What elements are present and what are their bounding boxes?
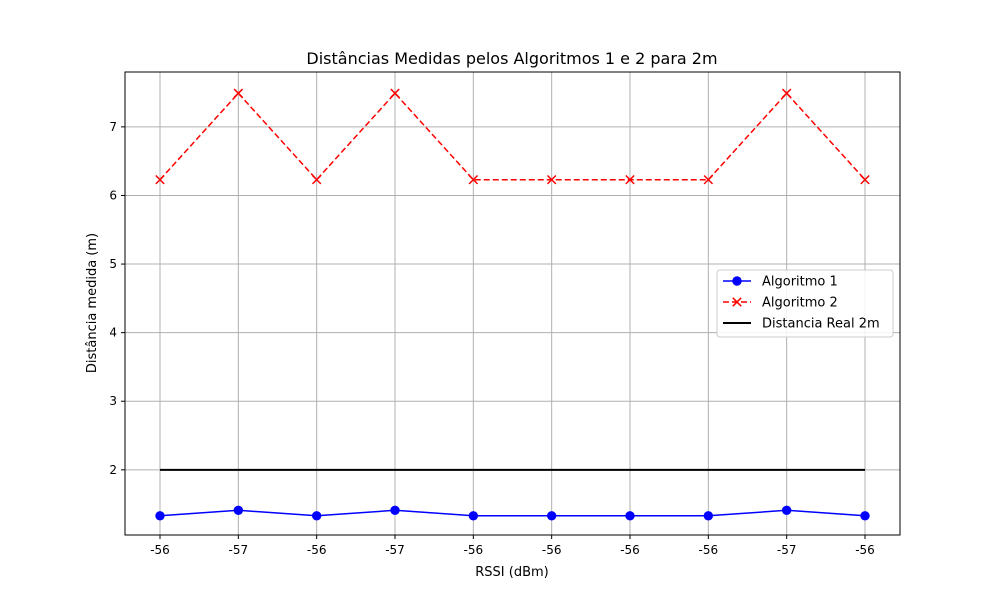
series-line-algoritmo-1 <box>159 509 866 517</box>
x-tick-label: -56 <box>307 543 327 557</box>
data-point-algoritmo-2 <box>390 88 400 98</box>
x-tick-label: -56 <box>855 543 875 557</box>
legend-label-distancia-real-2m: Distancia Real 2m <box>762 317 880 332</box>
x-axis-label: RSSI (dBm) <box>475 565 548 580</box>
data-point-algoritmo-1 <box>703 511 714 521</box>
data-point-algoritmo-2-stroke <box>546 174 557 185</box>
x-tick-label: -56 <box>150 543 170 557</box>
data-point-algoritmo-1 <box>311 511 322 521</box>
series-layer <box>155 88 870 521</box>
x-tick-label: -56 <box>464 543 484 557</box>
x-tick-label: -56 <box>699 543 719 557</box>
x-axis-ticks: -56 -57 -56 -57 -56 -56 -56 -56 -57 -56 <box>150 535 875 557</box>
data-point-algoritmo-2-stroke <box>155 174 165 185</box>
series-algoritmo-2 <box>155 88 870 185</box>
data-point-algoritmo-2 <box>781 88 792 98</box>
data-point-algoritmo-1 <box>233 505 244 516</box>
x-tick-label: -57 <box>385 543 405 557</box>
y-tick-label: 7 <box>109 120 117 134</box>
series-line-algoritmo-2 <box>159 92 866 181</box>
x-tick-label: -57 <box>229 543 249 557</box>
legend-marker-algoritmo-2 <box>732 297 742 307</box>
data-point-algoritmo-1 <box>546 511 557 521</box>
data-point-algoritmo-2-stroke <box>860 174 870 185</box>
data-point-algoritmo-2 <box>625 174 635 185</box>
legend-marker-algoritmo-1 <box>732 276 742 286</box>
data-point-algoritmo-1 <box>155 511 165 521</box>
data-point-algoritmo-1 <box>860 511 870 521</box>
y-tick-label: 6 <box>109 188 117 202</box>
data-point-algoritmo-2-stroke <box>781 88 792 98</box>
data-point-algoritmo-2-stroke <box>468 174 479 185</box>
data-point-algoritmo-2 <box>468 174 479 185</box>
y-tick-label: 3 <box>109 394 117 408</box>
data-point-algoritmo-1 <box>781 505 792 516</box>
y-axis-label: Distância medida (m) <box>85 233 100 373</box>
legend-marker-algoritmo-2-stroke <box>732 297 742 307</box>
series-algoritmo-1 <box>155 505 870 521</box>
legend-label-algoritmo-2: Algoritmo 2 <box>762 296 838 311</box>
x-tick-label: -56 <box>542 543 562 557</box>
data-point-algoritmo-1 <box>468 511 479 521</box>
x-tick-label: -56 <box>620 543 640 557</box>
y-axis-ticks: 2 3 4 5 6 7 <box>109 120 125 477</box>
data-point-algoritmo-2 <box>155 174 165 185</box>
data-point-algoritmo-2-stroke <box>233 88 244 98</box>
x-tick-label: -57 <box>777 543 797 557</box>
data-point-algoritmo-2-stroke <box>703 174 714 185</box>
data-point-algoritmo-2 <box>860 174 870 185</box>
data-point-algoritmo-2-stroke <box>625 174 635 185</box>
data-point-algoritmo-2-stroke <box>390 88 400 98</box>
chart-title: Distâncias Medidas pelos Algoritmos 1 e … <box>306 49 717 68</box>
data-point-algoritmo-2-stroke <box>311 174 322 185</box>
legend-box <box>716 269 894 338</box>
legend-label-algoritmo-1: Algoritmo 1 <box>762 275 838 290</box>
data-point-algoritmo-2 <box>703 174 714 185</box>
data-point-algoritmo-1 <box>625 511 635 521</box>
data-point-algoritmo-2 <box>311 174 322 185</box>
legend: Algoritmo 1 Algoritmo 2 Distancia Real 2m <box>716 269 894 338</box>
plot-frame <box>124 71 901 536</box>
y-tick-label: 5 <box>109 257 117 271</box>
y-tick-label: 2 <box>109 463 117 477</box>
data-point-algoritmo-2 <box>546 174 557 185</box>
data-point-algoritmo-2 <box>233 88 244 98</box>
y-tick-label: 4 <box>109 326 117 340</box>
data-point-algoritmo-1 <box>390 505 400 516</box>
